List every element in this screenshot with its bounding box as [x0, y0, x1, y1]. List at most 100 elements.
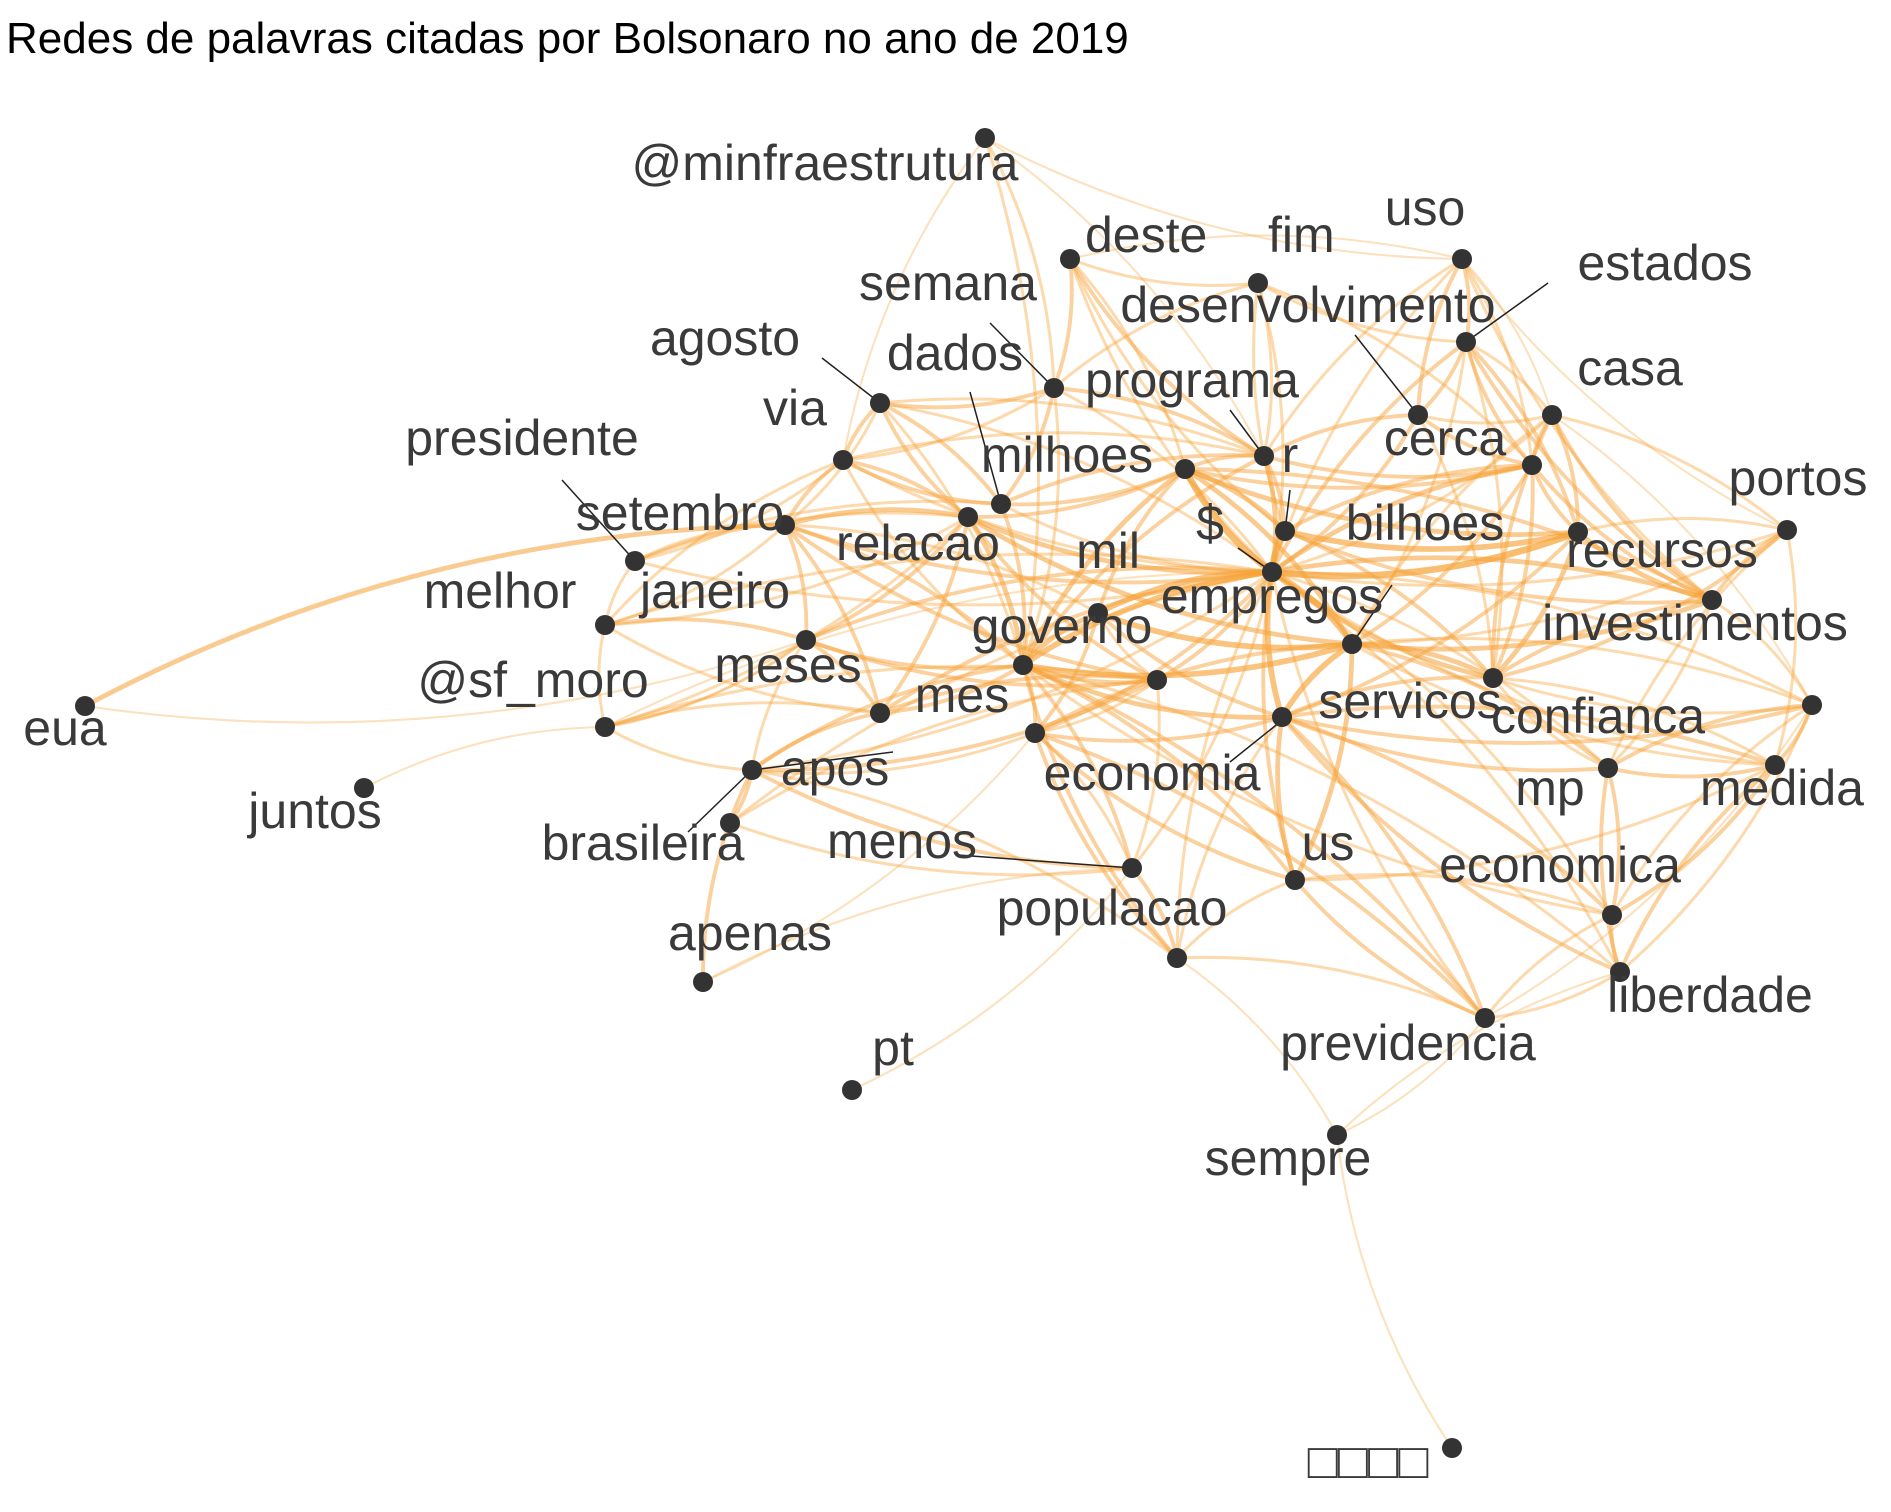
- edge-servicos-confianca: [1281, 715, 1609, 773]
- edge-janeiro-meses: [804, 638, 882, 715]
- node-janeiro: [796, 630, 816, 650]
- node-@minfraestrutura: [975, 128, 995, 148]
- edge-recursos-medida: [1711, 598, 1814, 706]
- edge-governo-setembro: [784, 523, 1025, 667]
- edge-governo-milhoes: [1020, 467, 1187, 667]
- edge-liberdade-previdencia: [1484, 970, 1621, 1020]
- edge-estados-cerca: [1464, 341, 1534, 467]
- edge-$-setembro: [784, 523, 1273, 585]
- node-desenvolvimento: [1408, 405, 1428, 425]
- node-label-previdencia: previdencia: [1280, 1015, 1536, 1071]
- node-label-servicos: servicos: [1318, 673, 1501, 729]
- edge-casa-medida: [1551, 414, 1813, 706]
- chart-title: Redes de palavras citadas por Bolsonaro …: [6, 14, 1129, 63]
- node-label-unknown: □□□□: [1308, 1433, 1430, 1489]
- node-dados: [991, 494, 1011, 514]
- edge-casa-recursos: [1550, 414, 1714, 602]
- edge-governo-mes: [1022, 663, 1158, 685]
- node-label-programa: programa: [1085, 352, 1299, 408]
- node-mp: [1765, 755, 1785, 775]
- node-label-cerca: cerca: [1384, 410, 1506, 466]
- edge-servicos-previdencia: [1280, 715, 1487, 1019]
- edge-mes-brasileira: [729, 678, 1158, 825]
- edge-fim-cerca: [1257, 281, 1534, 467]
- edge-via-dados: [842, 458, 1002, 506]
- edge-governo-servicos: [1021, 662, 1283, 720]
- node-mes: [1147, 670, 1167, 690]
- node-label-janeiro: janeiro: [638, 563, 790, 619]
- edge-deste-fim: [1069, 257, 1259, 287]
- edge-brasileira-menos: [729, 821, 1133, 877]
- edge-meses-mes: [879, 673, 1158, 715]
- edge-fim-r: [1252, 282, 1287, 532]
- edge-relacao-mes: [966, 515, 1158, 682]
- edge-$-medida: [1271, 570, 1813, 707]
- node-label-setembro: setembro: [576, 485, 784, 541]
- node-programa: [1254, 446, 1274, 466]
- edge-governo-apos: [750, 663, 1024, 772]
- edge-empregos-governo: [1022, 641, 1353, 679]
- edge-fim-estados: [1257, 281, 1467, 344]
- edge-empregos-portos: [1351, 528, 1788, 646]
- node-label-uso: uso: [1385, 180, 1466, 236]
- node-label-melhor: melhor: [424, 563, 577, 619]
- edge-$-portos: [1271, 528, 1788, 587]
- edge-empregos-confianca: [1351, 642, 1610, 770]
- edge-governo-dados: [999, 503, 1027, 666]
- leader-line-apos: [751, 751, 894, 771]
- node-label-recursos: recursos: [1566, 522, 1758, 578]
- edge-estados-investimentos: [1464, 341, 1504, 679]
- edge-relacao-agosto: [878, 402, 970, 519]
- edge-servicos-mp: [1281, 704, 1776, 767]
- edge-us-economica: [1294, 872, 1613, 917]
- edge-$-menos: [1130, 571, 1274, 869]
- edge-sempre-populacao: [1176, 957, 1338, 1136]
- edge-bilhoes-casa: [1550, 414, 1580, 533]
- label-layer: @minfraestrutura deste fim uso estados semana…: [23, 135, 1867, 1489]
- node-label-juntos: juntos: [246, 783, 381, 839]
- node-label-bilhoes: bilhoes: [1346, 495, 1504, 551]
- edge-sempre-previdencia: [1336, 1017, 1486, 1136]
- edge-semana-programa: [1053, 386, 1266, 458]
- edge-programa-deste: [1068, 257, 1266, 458]
- edge-governo-meses: [879, 663, 1025, 715]
- edge-populacao-us: [1175, 878, 1296, 960]
- node-mil: [1088, 603, 1108, 623]
- edge-economia-us: [1033, 731, 1296, 882]
- node-apenas: [693, 972, 713, 992]
- node-label-relacao: relacao: [836, 515, 1000, 571]
- edge-$-meses: [878, 570, 1273, 715]
- node-label-agosto: agosto: [650, 310, 800, 366]
- edge-portos-mp: [1773, 529, 1798, 766]
- edge-r-investimentos: [1284, 529, 1495, 680]
- edge-via-semana: [842, 386, 1055, 462]
- edge-us-previdencia: [1293, 878, 1486, 1020]
- edge-$-janeiro: [805, 565, 1273, 642]
- edge-governo-previdencia: [1022, 663, 1487, 1020]
- node-empregos: [1342, 634, 1362, 654]
- edge-dados-semana: [999, 387, 1056, 506]
- edge-semana-@minfraestrutura: [983, 137, 1056, 389]
- edge-desenvolvimento-casa: [1417, 413, 1553, 425]
- edge-mes-apos: [751, 678, 1158, 773]
- edge-dados-milhoes: [1000, 467, 1186, 507]
- leader-line-layer: [561, 282, 1549, 869]
- edge-populacao-apos: [751, 768, 1178, 960]
- edge-mil-setembro: [784, 523, 1099, 615]
- edge-previdencia-economica: [1483, 913, 1613, 1019]
- node-portos: [1777, 520, 1797, 540]
- edge-uso-portos: [1461, 258, 1788, 531]
- leader-line-desenvolvimento: [1354, 334, 1419, 416]
- node-presidente: [625, 551, 645, 571]
- edge-investimentos-medida: [1492, 676, 1813, 715]
- edge-setembro-mes: [783, 523, 1158, 682]
- edge-semana-deste: [1052, 258, 1074, 389]
- edge-eua-setembro: [83, 522, 786, 709]
- edge-apos-menos: [751, 768, 1133, 870]
- edge-bilhoes-estados: [1464, 340, 1580, 533]
- edge-servicos-economica: [1281, 715, 1614, 917]
- edge-agosto-programa: [879, 397, 1265, 458]
- edge-dados-programa: [1000, 453, 1265, 506]
- edge-$-deste: [1068, 258, 1274, 574]
